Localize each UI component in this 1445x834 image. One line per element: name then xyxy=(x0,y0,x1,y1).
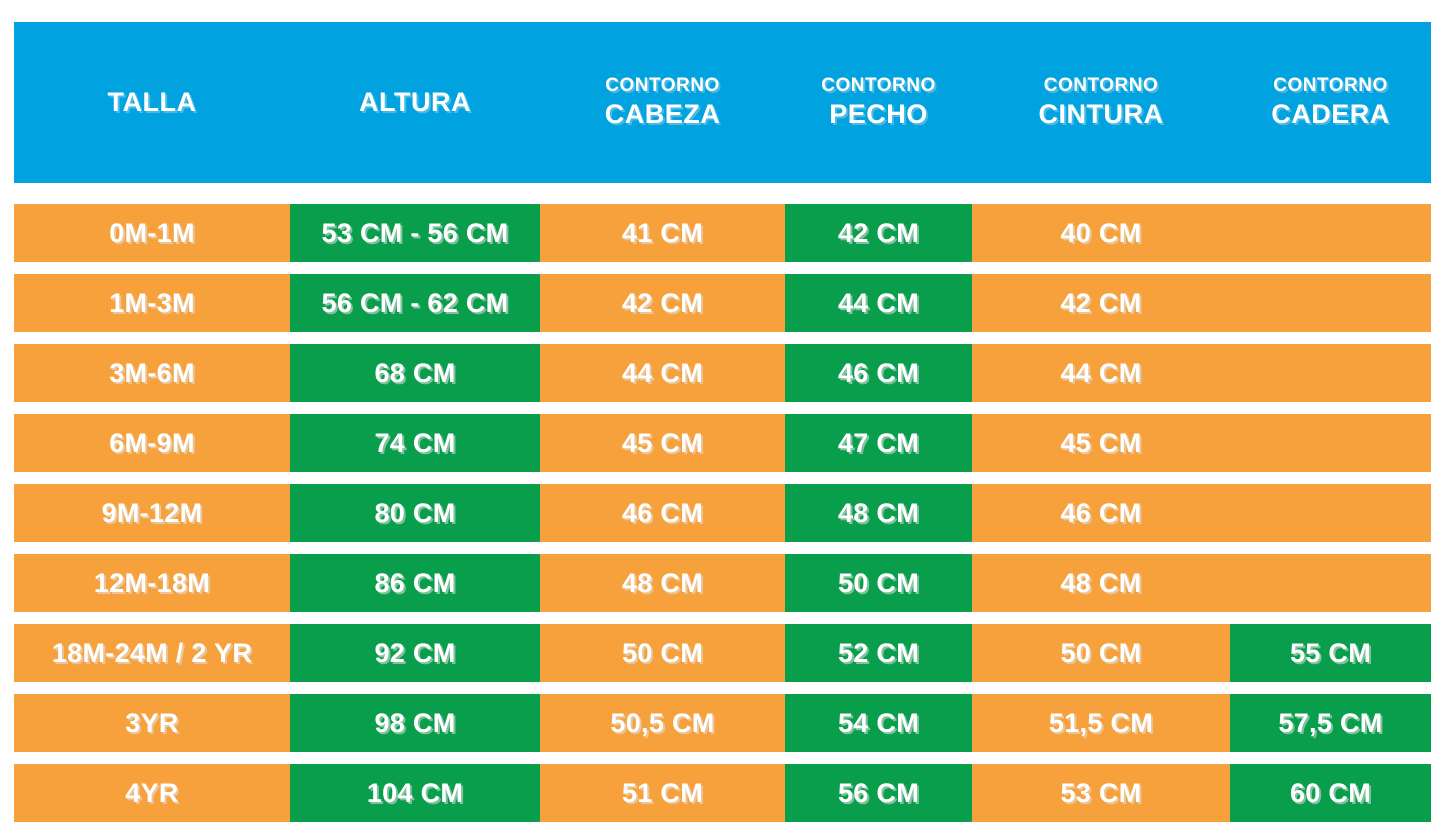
size-chart-table: TALLA ALTURA CONTORNO CABEZA CONTORNO PE… xyxy=(14,22,1431,834)
pecho-cell: 44 CM xyxy=(785,274,972,332)
cadera-cell xyxy=(1230,414,1431,472)
altura-cell: 74 CM xyxy=(290,414,540,472)
column-header-main-label: PECHO xyxy=(829,98,928,129)
cintura-cell: 48 CM xyxy=(972,554,1230,612)
column-header-main-label: TALLA xyxy=(107,86,197,117)
column-header-top-label: CONTORNO xyxy=(605,74,720,96)
table-row: 4YR 104 CM 51 CM 56 CM 53 CM 60 CM xyxy=(14,764,1431,822)
talla-cell: 3M-6M xyxy=(14,344,290,402)
cintura-cell: 46 CM xyxy=(972,484,1230,542)
pecho-cell: 48 CM xyxy=(785,484,972,542)
pecho-cell: 54 CM xyxy=(785,694,972,752)
cabeza-cell: 46 CM xyxy=(540,484,785,542)
altura-cell: 56 CM - 62 CM xyxy=(290,274,540,332)
cadera-cell: 60 CM xyxy=(1230,764,1431,822)
cabeza-cell: 42 CM xyxy=(540,274,785,332)
talla-cell: 3YR xyxy=(14,694,290,752)
altura-cell: 53 CM - 56 CM xyxy=(290,204,540,262)
cintura-cell: 44 CM xyxy=(972,344,1230,402)
table-row: 3M-6M 68 CM 44 CM 46 CM 44 CM xyxy=(14,344,1431,402)
pecho-cell: 56 CM xyxy=(785,764,972,822)
cabeza-cell: 50,5 CM xyxy=(540,694,785,752)
pecho-cell: 46 CM xyxy=(785,344,972,402)
cintura-cell: 45 CM xyxy=(972,414,1230,472)
cadera-cell xyxy=(1230,274,1431,332)
cabeza-cell: 44 CM xyxy=(540,344,785,402)
table-row: 0M-1M 53 CM - 56 CM 41 CM 42 CM 40 CM xyxy=(14,204,1431,262)
pecho-cell: 52 CM xyxy=(785,624,972,682)
altura-cell: 98 CM xyxy=(290,694,540,752)
column-header-altura: ALTURA xyxy=(290,22,540,183)
pecho-cell: 47 CM xyxy=(785,414,972,472)
cabeza-cell: 41 CM xyxy=(540,204,785,262)
cabeza-cell: 50 CM xyxy=(540,624,785,682)
cintura-cell: 51,5 CM xyxy=(972,694,1230,752)
altura-cell: 68 CM xyxy=(290,344,540,402)
cadera-cell xyxy=(1230,204,1431,262)
cadera-cell xyxy=(1230,484,1431,542)
talla-cell: 9M-12M xyxy=(14,484,290,542)
column-header-contorno-pecho: CONTORNO PECHO xyxy=(785,22,972,183)
table-header-row: TALLA ALTURA CONTORNO CABEZA CONTORNO PE… xyxy=(14,22,1431,183)
pecho-cell: 50 CM xyxy=(785,554,972,612)
pecho-cell: 42 CM xyxy=(785,204,972,262)
column-header-top-label: CONTORNO xyxy=(821,74,936,96)
cadera-cell xyxy=(1230,344,1431,402)
column-header-contorno-cabeza: CONTORNO CABEZA xyxy=(540,22,785,183)
talla-cell: 1M-3M xyxy=(14,274,290,332)
cabeza-cell: 45 CM xyxy=(540,414,785,472)
table-row: 12M-18M 86 CM 48 CM 50 CM 48 CM xyxy=(14,554,1431,612)
cintura-cell: 42 CM xyxy=(972,274,1230,332)
column-header-contorno-cadera: CONTORNO CADERA xyxy=(1230,22,1431,183)
table-row: 1M-3M 56 CM - 62 CM 42 CM 44 CM 42 CM xyxy=(14,274,1431,332)
talla-cell: 0M-1M xyxy=(14,204,290,262)
column-header-main-label: CINTURA xyxy=(1038,98,1164,129)
talla-cell: 18M-24M / 2 YR xyxy=(14,624,290,682)
table-row: 3YR 98 CM 50,5 CM 54 CM 51,5 CM 57,5 CM xyxy=(14,694,1431,752)
column-header-main-label: ALTURA xyxy=(359,86,471,117)
altura-cell: 104 CM xyxy=(290,764,540,822)
cadera-cell: 55 CM xyxy=(1230,624,1431,682)
cabeza-cell: 48 CM xyxy=(540,554,785,612)
column-header-main-label: CADERA xyxy=(1271,98,1390,129)
table-row: 18M-24M / 2 YR 92 CM 50 CM 52 CM 50 CM 5… xyxy=(14,624,1431,682)
talla-cell: 6M-9M xyxy=(14,414,290,472)
altura-cell: 80 CM xyxy=(290,484,540,542)
column-header-talla: TALLA xyxy=(14,22,290,183)
cintura-cell: 50 CM xyxy=(972,624,1230,682)
table-row: 9M-12M 80 CM 46 CM 48 CM 46 CM xyxy=(14,484,1431,542)
talla-cell: 4YR xyxy=(14,764,290,822)
column-header-top-label: CONTORNO xyxy=(1043,74,1159,96)
cintura-cell: 40 CM xyxy=(972,204,1230,262)
column-header-main-label: CABEZA xyxy=(604,98,721,129)
altura-cell: 86 CM xyxy=(290,554,540,612)
column-header-contorno-cintura: CONTORNO CINTURA xyxy=(972,22,1230,183)
altura-cell: 92 CM xyxy=(290,624,540,682)
table-row: 6M-9M 74 CM 45 CM 47 CM 45 CM xyxy=(14,414,1431,472)
talla-cell: 12M-18M xyxy=(14,554,290,612)
column-header-top-label: CONTORNO xyxy=(1273,74,1388,96)
cintura-cell: 53 CM xyxy=(972,764,1230,822)
cadera-cell: 57,5 CM xyxy=(1230,694,1431,752)
cabeza-cell: 51 CM xyxy=(540,764,785,822)
cadera-cell xyxy=(1230,554,1431,612)
